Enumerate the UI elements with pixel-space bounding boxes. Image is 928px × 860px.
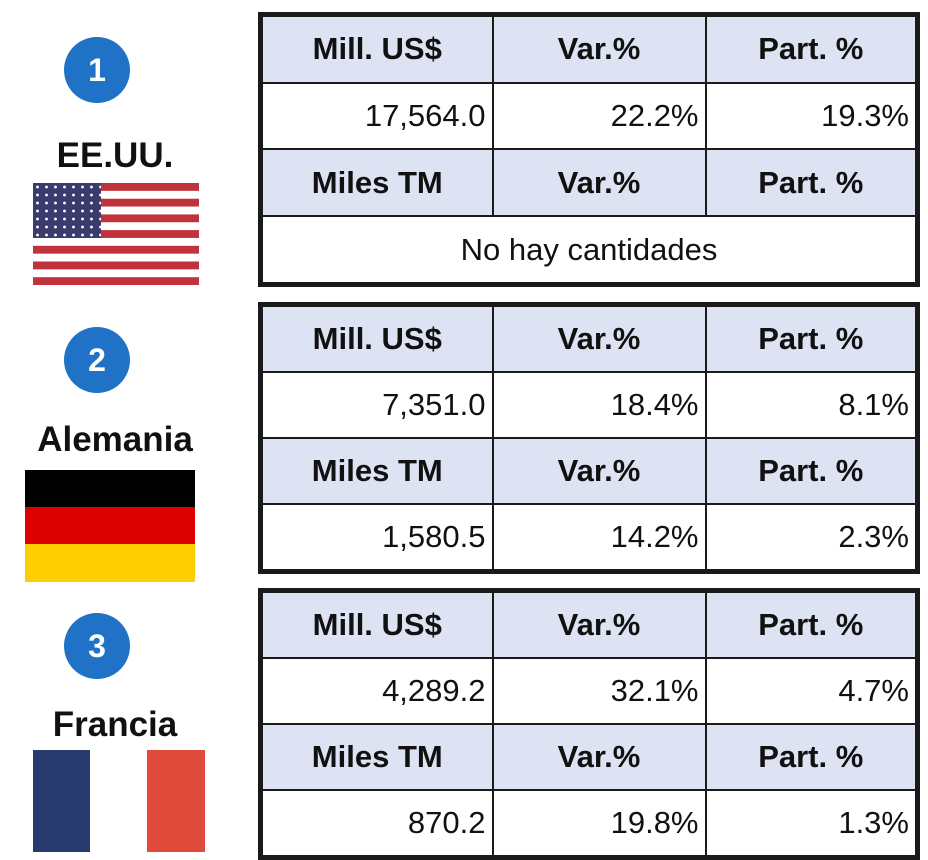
table-row: 1,580.5 14.2% 2.3% [259,503,919,573]
value-cell: 870.2 [259,789,494,859]
table-row: Mill. US$ Var.% Part. % [259,589,919,659]
header-cell: Part. % [704,148,919,218]
header-cell: Part. % [704,303,919,373]
value-cell: 19.3% [704,81,919,151]
header-cell: Var.% [491,303,707,373]
header-cell: Var.% [491,723,707,791]
table-row: Mill. US$ Var.% Part. % [259,303,919,373]
header-cell: Part. % [704,437,919,505]
country-name: Francia [52,705,178,744]
germany-flag [25,470,195,582]
value-cell: 22.2% [491,81,707,151]
rank-badge: 3 [64,613,130,679]
header-cell: Part. % [704,13,919,84]
header-cell: Miles TM [259,723,494,791]
table-row: Mill. US$ Var.% Part. % [259,13,919,84]
value-cell: 8.1% [704,371,919,439]
table-row: 17,564.0 22.2% 19.3% [259,81,919,151]
country-name: EE.UU. [56,136,174,175]
value-cell: 4,289.2 [259,657,494,725]
header-cell: Mill. US$ [259,13,494,84]
header-cell: Var.% [491,437,707,505]
country-table: Mill. US$ Var.% Part. % 17,564.0 22.2% 19.3% M… [258,12,920,287]
header-cell: Miles TM [259,437,494,505]
country-table: Mill. US$ Var.% Part. % 7,351.0 18.4% 8.1% Mil… [258,302,920,574]
table-row: 870.2 19.8% 1.3% [259,789,919,859]
value-cell: 17,564.0 [259,81,494,151]
country-name: Alemania [37,420,193,459]
value-cell: 7,351.0 [259,371,494,439]
value-cell: 19.8% [491,789,707,859]
table-row: No hay cantidades [259,215,919,286]
value-cell: 18.4% [491,371,707,439]
value-cell: 1,580.5 [259,503,494,573]
value-cell: No hay cantidades [259,215,919,286]
header-cell: Var.% [491,13,707,84]
value-cell: 4.7% [704,657,919,725]
value-cell: 32.1% [491,657,707,725]
table-row: 7,351.0 18.4% 8.1% [259,371,919,439]
header-cell: Var.% [491,589,707,659]
rank-badge: 1 [64,37,130,103]
table-row: Miles TM Var.% Part. % [259,723,919,791]
country-table: Mill. US$ Var.% Part. % 4,289.2 32.1% 4.7% Mil… [258,588,920,860]
table-row: 4,289.2 32.1% 4.7% [259,657,919,725]
header-cell: Mill. US$ [259,589,494,659]
table-row: Miles TM Var.% Part. % [259,148,919,218]
header-cell: Var.% [491,148,707,218]
table-row: Miles TM Var.% Part. % [259,437,919,505]
us-flag [33,183,199,285]
header-cell: Part. % [704,589,919,659]
header-cell: Mill. US$ [259,303,494,373]
header-cell: Miles TM [259,148,494,218]
header-cell: Part. % [704,723,919,791]
value-cell: 14.2% [491,503,707,573]
value-cell: 1.3% [704,789,919,859]
rank-badge: 2 [64,327,130,393]
france-flag [33,750,205,852]
value-cell: 2.3% [704,503,919,573]
